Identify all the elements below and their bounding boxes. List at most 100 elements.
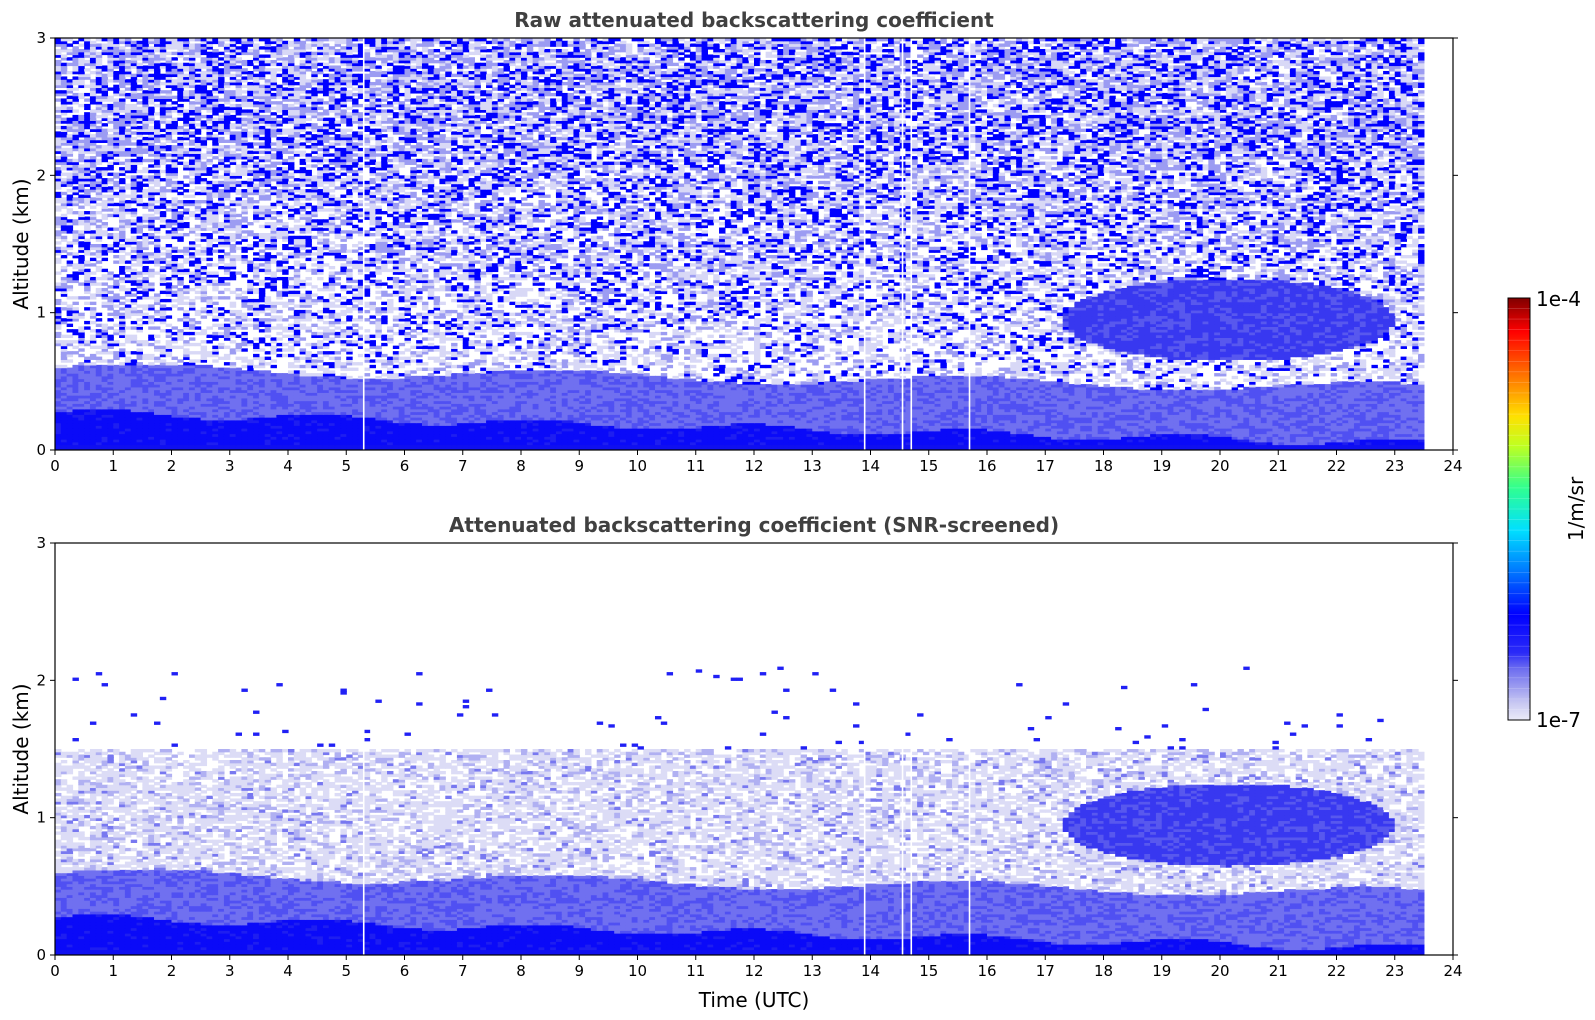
heatmap-cell	[1359, 428, 1367, 432]
heatmap-cell	[357, 414, 365, 418]
heatmap-cell	[794, 411, 802, 415]
heatmap-cell	[1039, 414, 1046, 418]
heatmap-cell	[829, 428, 837, 432]
heatmap-cell	[375, 433, 382, 437]
heatmap-cell	[1126, 414, 1134, 418]
heatmap-cell	[101, 422, 109, 426]
heatmap-cell	[1039, 433, 1046, 437]
heatmap-cell	[858, 433, 866, 437]
heatmap-cell	[1091, 419, 1099, 424]
heatmap-cell	[72, 411, 79, 415]
heatmap-cell	[375, 436, 382, 440]
heatmap-cell	[1080, 433, 1087, 437]
heatmap-cell	[812, 436, 819, 440]
heatmap-cell	[119, 419, 126, 424]
heatmap-cell	[1359, 411, 1367, 415]
heatmap-cell	[777, 447, 784, 450]
heatmap-cell	[1138, 447, 1145, 450]
heatmap-cell	[142, 444, 149, 448]
heatmap-cell	[812, 433, 819, 437]
heatmap-cell	[206, 411, 213, 415]
heatmap-cell	[1254, 422, 1262, 426]
heatmap-cell	[707, 414, 714, 418]
heatmap-cell	[1080, 430, 1087, 435]
heatmap-cell	[427, 436, 435, 440]
heatmap-cell	[660, 439, 668, 443]
heatmap-cell	[363, 411, 371, 415]
heatmap-cell	[416, 428, 423, 432]
heatmap-cell	[60, 414, 68, 418]
heatmap-cell	[1371, 441, 1378, 446]
heatmap-cell	[532, 414, 540, 418]
heatmap-cell	[212, 419, 219, 424]
heatmap-cell	[1086, 433, 1093, 437]
heatmap-cell	[561, 441, 569, 446]
heatmap-cell	[1272, 422, 1279, 426]
heatmap-cell	[253, 430, 260, 435]
heatmap-cell	[1289, 447, 1297, 450]
heatmap-cell	[1120, 428, 1128, 432]
heatmap-cell	[363, 447, 371, 450]
heatmap-cell	[352, 411, 359, 415]
heatmap-cell	[748, 447, 755, 450]
heatmap-cell	[55, 428, 62, 432]
heatmap-cell	[503, 414, 510, 418]
heatmap-cell	[1062, 436, 1070, 440]
heatmap-cell	[922, 411, 930, 415]
heatmap-cell	[1179, 414, 1186, 418]
heatmap-cell	[497, 428, 505, 432]
heatmap-cell	[1324, 411, 1332, 415]
heatmap-cell	[148, 411, 155, 415]
heatmap-cell	[946, 444, 953, 448]
heatmap-cell	[1412, 414, 1419, 418]
heatmap-cell	[1272, 414, 1279, 418]
heatmap-cell	[1295, 439, 1303, 443]
heatmap-cell	[1272, 411, 1279, 415]
heatmap-cell	[270, 428, 277, 432]
heatmap-cell	[724, 417, 732, 421]
heatmap-cell	[60, 417, 68, 421]
heatmap-cell	[462, 444, 470, 448]
heatmap-cell	[596, 447, 604, 450]
heatmap-cell	[328, 411, 336, 415]
heatmap-cell	[1237, 411, 1244, 415]
heatmap-cell	[421, 433, 429, 437]
heatmap-cell	[800, 422, 808, 426]
heatmap-cell	[987, 422, 994, 426]
heatmap-cell	[235, 439, 242, 443]
heatmap-cell	[1196, 422, 1204, 426]
heatmap-cell	[1068, 419, 1075, 424]
heatmap-cell	[474, 430, 481, 435]
heatmap-cell	[1010, 417, 1017, 421]
heatmap-cell	[1045, 428, 1052, 432]
heatmap-cell	[212, 444, 219, 448]
heatmap-cell	[95, 444, 103, 448]
heatmap-cell	[1289, 428, 1297, 432]
heatmap-cell	[1231, 417, 1239, 421]
heatmap-cell	[1272, 425, 1279, 429]
heatmap-cell	[719, 430, 726, 435]
heatmap-cell	[561, 422, 569, 426]
heatmap-cell	[1359, 441, 1367, 446]
heatmap-cell	[1295, 428, 1303, 432]
heatmap-cell	[1126, 425, 1134, 429]
heatmap-cell	[614, 428, 621, 432]
heatmap-cell	[759, 439, 767, 443]
heatmap-cell	[229, 447, 237, 450]
heatmap-cell	[305, 433, 312, 437]
heatmap-cell	[1161, 433, 1169, 437]
heatmap-cell	[637, 444, 644, 448]
heatmap-cell	[876, 433, 883, 437]
heatmap-cell	[107, 428, 114, 432]
heatmap-cell	[445, 428, 452, 432]
heatmap-cell	[765, 439, 773, 443]
heatmap-cell	[1021, 419, 1029, 424]
heatmap-cell	[561, 447, 569, 450]
heatmap-cell	[1190, 439, 1198, 443]
heatmap-cell	[887, 444, 895, 448]
heatmap-cell	[188, 447, 196, 450]
heatmap-cell	[474, 428, 481, 432]
heatmap-cell	[1185, 447, 1192, 450]
heatmap-cell	[1313, 419, 1320, 424]
heatmap-cell	[1394, 419, 1402, 424]
